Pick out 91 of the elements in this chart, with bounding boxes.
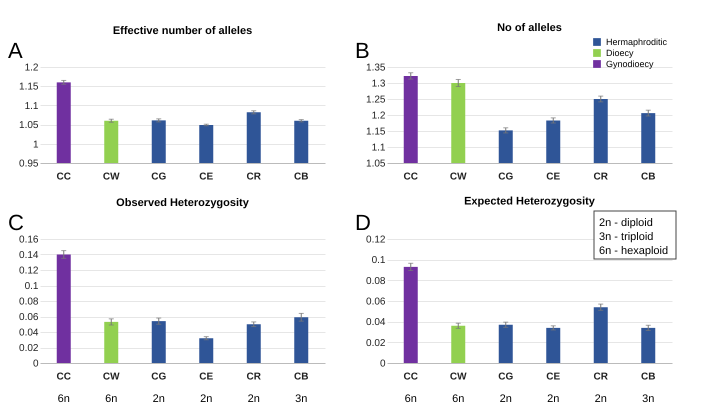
y-tick-label: 1 — [32, 139, 39, 150]
text: 2n — [248, 393, 260, 405]
y-tick-label: 1.35 — [366, 62, 386, 74]
legend-label: Gynodioecy — [606, 59, 654, 69]
text: 2n — [500, 393, 512, 405]
bar — [152, 321, 166, 363]
x-tick-label: CC — [404, 172, 418, 182]
chart-title: No of alleles — [497, 22, 562, 34]
x-tick-label: CG — [151, 172, 166, 182]
x-tick-label: CB — [294, 372, 308, 382]
y-tick-label: 0.12 — [366, 234, 386, 246]
bar — [641, 328, 656, 363]
text: 2n — [547, 393, 560, 405]
bar — [498, 324, 513, 363]
y-tick-label: 0.1 — [372, 255, 386, 266]
x-tick-label: CG — [498, 172, 514, 182]
bar — [294, 317, 308, 363]
y-tick-label: 1.2 — [24, 62, 39, 74]
text: A — [8, 38, 23, 63]
y-tick-label: 1.1 — [24, 100, 39, 112]
bar — [404, 266, 418, 363]
bar — [199, 338, 214, 363]
x-tick-label: CE — [199, 372, 214, 382]
x-tick-label: CG — [151, 372, 166, 382]
y-tick-label: 0.1 — [24, 281, 39, 292]
text: 3n — [295, 393, 308, 405]
bar — [56, 254, 71, 363]
text: 6n — [105, 393, 118, 405]
y-tick-label: 0.04 — [19, 328, 39, 338]
y-tick-label: 0.14 — [19, 250, 39, 261]
x-tick-label: CW — [450, 172, 468, 182]
x-tick-label: CB — [294, 172, 308, 182]
x-tick-label: CG — [498, 372, 514, 382]
y-tick-label: 0.06 — [19, 312, 39, 323]
text: D — [355, 210, 371, 235]
x-tick-label: CC — [56, 172, 71, 182]
chart-title: Observed Heterozygosity — [116, 197, 250, 209]
legend-label: Dioecy — [606, 48, 634, 58]
text: C — [8, 210, 24, 235]
y-tick-label: 0.95 — [19, 158, 39, 170]
y-tick-label: 0.08 — [366, 276, 386, 287]
chart-title: Expected Heterozygosity — [464, 196, 596, 208]
x-tick-label: CW — [102, 172, 120, 182]
y-tick-label: 0.02 — [19, 343, 39, 354]
x-tick-label: CR — [594, 172, 609, 182]
y-tick-label: 1.15 — [19, 82, 39, 93]
x-tick-label: CW — [450, 372, 468, 382]
bar — [451, 326, 466, 363]
y-tick-label: 1.1 — [372, 142, 386, 154]
text: 2n — [152, 393, 165, 405]
x-tick-label: CB — [641, 372, 656, 382]
x-tick-label: CR — [246, 172, 262, 182]
y-tick-label: 1.25 — [366, 94, 386, 106]
annotation: 3n - triploid — [599, 231, 654, 243]
y-tick-label: 0.02 — [366, 338, 386, 349]
text: 2n - diploid — [599, 217, 653, 229]
x-tick-label: CE — [546, 372, 561, 382]
bar — [104, 322, 118, 363]
y-tick-label: 1.05 — [19, 120, 39, 132]
text: B — [355, 38, 370, 63]
y-tick-label: 0.12 — [19, 266, 39, 276]
y-tick-label: 0 — [380, 358, 386, 370]
text: 3n — [642, 393, 654, 405]
x-tick-label: CB — [641, 172, 656, 182]
x-tick-label: CE — [546, 172, 561, 182]
text: 2n — [594, 393, 607, 405]
y-tick-label: 1.05 — [366, 158, 386, 170]
y-tick-label: 0.04 — [366, 317, 386, 328]
y-tick-label: 0 — [32, 358, 39, 370]
x-tick-label: CC — [404, 372, 418, 382]
text: 6n — [404, 393, 417, 405]
text: 6n — [452, 393, 464, 405]
text: 2n — [200, 393, 212, 405]
y-tick-label: 0.16 — [19, 234, 39, 246]
y-tick-label: 1.15 — [366, 126, 386, 138]
x-tick-label: CR — [246, 372, 262, 382]
chart-title: Effective number of alleles — [112, 25, 252, 37]
text: 6n — [58, 393, 70, 405]
bar — [546, 328, 560, 363]
y-tick-label: 0.06 — [366, 296, 386, 308]
x-tick-label: CC — [56, 372, 71, 382]
y-tick-label: 0.08 — [19, 296, 39, 308]
x-tick-label: CE — [199, 172, 214, 182]
bar — [594, 307, 608, 363]
legend-label: Hermaphroditic — [606, 37, 668, 47]
y-tick-label: 1.3 — [372, 78, 386, 90]
annotation: 6n - hexaploid — [599, 245, 668, 257]
bar — [246, 324, 261, 363]
x-tick-label: CW — [102, 372, 120, 382]
x-tick-label: CR — [594, 372, 609, 382]
y-tick-label: 1.2 — [372, 110, 386, 122]
